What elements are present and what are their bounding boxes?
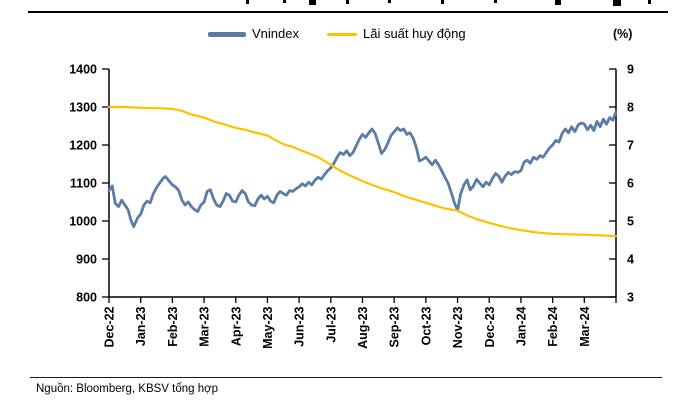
legend: Vnindex Lãi suất huy động — [208, 25, 466, 43]
clipped-title-fragment — [246, 0, 249, 4]
right-axis-tick-label: 6 — [627, 176, 634, 190]
clipped-title-fragment — [555, 0, 561, 5]
x-axis-month-label: Jul-23 — [324, 306, 338, 342]
x-axis-month-label: Mar-24 — [578, 306, 592, 346]
right-axis-tick-label: 4 — [627, 252, 634, 266]
legend-label-vnindex: Vnindex — [252, 26, 299, 41]
clipped-title-fragment — [613, 0, 621, 6]
series-line-vnindex — [107, 110, 618, 229]
left-axis-tick-label: 1400 — [69, 62, 97, 76]
left-axis-tick-label: 1000 — [69, 214, 97, 228]
left-axis-tick-label: 1200 — [69, 138, 97, 152]
x-axis-month-label: Dec-22 — [103, 306, 117, 347]
clipped-title-fragment — [283, 0, 286, 3]
vnindex-line-swatch-icon — [208, 31, 246, 37]
x-axis-month-label: Oct-23 — [419, 306, 433, 345]
right-axis-tick-label: 9 — [627, 62, 634, 76]
x-axis-month-label: Jun-23 — [293, 306, 307, 346]
x-axis-month-label: Feb-23 — [166, 306, 180, 346]
x-axis-month-label: Nov-23 — [451, 306, 465, 348]
x-axis-month-label: Feb-24 — [546, 306, 560, 346]
x-axis-month-label: May-23 — [261, 306, 275, 348]
clipped-title-fragment — [346, 0, 349, 4]
deposit-rate-line-swatch-icon — [326, 32, 357, 36]
left-axis-tick-label: 1100 — [70, 176, 97, 190]
left-axis-tick-label: 800 — [76, 290, 97, 304]
x-axis-month-label: Mar-23 — [198, 306, 212, 346]
source-text: Nguồn: Bloomberg, KBSV tổng hợp — [36, 383, 219, 395]
x-axis-month-label: Dec-23 — [483, 306, 497, 347]
left-axis-tick-label: 900 — [76, 252, 97, 266]
right-axis-tick-label: 3 — [627, 290, 634, 304]
x-axis-month-label: Sep-23 — [388, 306, 402, 347]
clipped-title-rule — [28, 0, 668, 13]
clipped-title-fragment — [309, 0, 316, 5]
right-axis-unit-label: (%) — [613, 27, 633, 41]
right-axis-tick-label: 5 — [627, 214, 634, 228]
legend-label-deposit-rate: Lãi suất huy động — [362, 26, 466, 41]
clipped-title-fragment — [648, 0, 651, 4]
clipped-title-fragment — [441, 0, 444, 4]
right-axis-tick-label: 7 — [627, 138, 634, 152]
legend-item-vnindex: Vnindex — [208, 25, 299, 43]
x-axis-month-label: Jan-23 — [134, 306, 148, 346]
clipped-title-fragment — [494, 0, 497, 3]
legend-item-deposit-rate: Lãi suất huy động — [326, 25, 466, 43]
x-axis-month-label: Apr-23 — [229, 306, 243, 346]
series-line-deposit-rate — [107, 105, 618, 238]
right-axis-tick-label: 8 — [627, 100, 634, 114]
clipped-title-fragment — [388, 0, 391, 3]
x-axis-month-label: Jan-24 — [514, 306, 528, 346]
footer-rule — [30, 377, 662, 378]
x-axis-month-label: Aug-23 — [356, 306, 370, 348]
left-axis-tick-label: 1300 — [69, 100, 97, 114]
